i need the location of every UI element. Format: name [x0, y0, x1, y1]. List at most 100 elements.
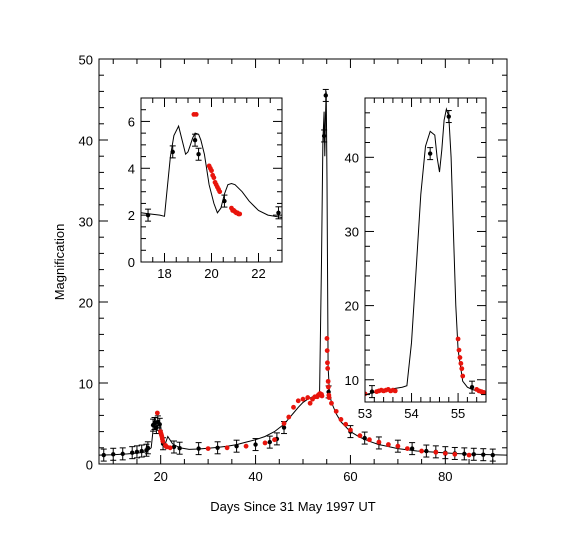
error-bar-point	[195, 442, 202, 456]
plot-frame	[364, 97, 487, 403]
y-tick-label: 50	[79, 53, 93, 68]
x-tick-label: 53	[358, 406, 372, 421]
y-tick-label: 2	[128, 208, 135, 223]
data-point-red	[404, 446, 410, 452]
data-point-red	[193, 112, 199, 117]
data-point-red	[237, 211, 243, 217]
data-point-red	[456, 347, 462, 353]
data-point-red	[455, 336, 461, 342]
data-point-red	[392, 388, 398, 394]
y-tick-label: 6	[128, 114, 135, 129]
inset-plot-caustic-crossing-1: 18 20 22 0 2 4 6	[128, 97, 283, 281]
data-point-red	[167, 445, 173, 451]
error-bar-point	[423, 444, 430, 458]
data-point-red	[338, 417, 344, 422]
x-tick-label: 55	[451, 406, 465, 421]
data-point-red	[160, 438, 166, 444]
inset-plot-caustic-crossing-2: 53 54 55 10 20 30 40	[345, 97, 487, 421]
data-point-red	[291, 404, 296, 410]
data-point-red	[262, 440, 268, 446]
data-point-red	[272, 437, 277, 443]
plot-area	[141, 98, 282, 262]
data-point-red	[325, 366, 331, 371]
y-tick-label: 30	[79, 215, 93, 230]
data-point-red	[286, 414, 292, 420]
data-point-red	[325, 378, 331, 384]
model-curve-line	[141, 124, 282, 218]
error-bar-point	[169, 145, 176, 159]
data-point-red	[457, 355, 463, 360]
data-point-red	[385, 442, 391, 447]
error-bar-point	[100, 448, 107, 462]
error-bar-point	[368, 385, 375, 399]
error-bar-point	[480, 448, 487, 462]
error-bar-point	[221, 194, 228, 208]
data-point-red	[305, 395, 311, 400]
data-point-red	[217, 189, 223, 195]
data-point-red	[481, 389, 486, 395]
error-bar-point	[119, 447, 126, 461]
error-bar-point	[361, 431, 368, 445]
error-bar-point	[129, 446, 136, 460]
error-bar-point	[470, 447, 477, 461]
data-point-red	[348, 427, 353, 433]
error-bar-point	[156, 417, 163, 431]
error-bar-point	[445, 110, 452, 124]
data-point-red	[395, 443, 401, 449]
error-bar-point	[252, 438, 259, 452]
plot-frame	[140, 97, 283, 263]
data-point-red	[325, 360, 330, 366]
data-layer	[365, 107, 486, 399]
data-point-red	[319, 393, 325, 399]
x-tick-label: 54	[404, 406, 418, 421]
y-tick-label: 10	[79, 377, 93, 392]
error-bar-point	[192, 133, 199, 147]
data-point-red	[209, 168, 214, 174]
y-tick-label: 0	[128, 255, 135, 270]
data-layer	[99, 88, 507, 462]
data-point-red	[460, 373, 466, 379]
x-tick-label: 22	[251, 266, 265, 281]
data-point-red	[154, 410, 160, 416]
data-point-red	[205, 446, 211, 452]
y-tick-label: 4	[128, 161, 135, 176]
data-point-red	[329, 400, 334, 406]
data-point-red	[211, 175, 217, 181]
error-bar-point	[214, 441, 221, 455]
data-point-red	[324, 336, 330, 341]
data-point-red	[376, 439, 382, 445]
model-curve-line	[365, 107, 486, 396]
data-point-red	[326, 395, 332, 400]
data-point-red	[452, 451, 458, 457]
error-bar-point	[176, 441, 183, 455]
data-point-red	[300, 396, 306, 402]
data-point-red	[307, 400, 313, 406]
data-point-red	[243, 443, 249, 449]
y-tick-label: 30	[345, 224, 359, 239]
data-point-red	[458, 361, 464, 366]
x-tick-label: 20	[153, 469, 167, 484]
data-point-red	[281, 421, 287, 426]
data-point-red	[442, 451, 448, 456]
data-point-red	[433, 449, 439, 455]
data-point-red	[295, 398, 301, 404]
x-axis-title: Days Since 31 May 1997 UT	[210, 499, 376, 514]
x-tick-label: 20	[204, 266, 218, 281]
error-bar-point	[461, 447, 468, 461]
error-bar-point	[195, 147, 202, 161]
data-point-red	[459, 366, 465, 372]
data-point-red	[357, 433, 363, 439]
plot-area	[365, 98, 486, 402]
y-tick-label: 40	[79, 134, 93, 149]
data-point-red	[419, 448, 425, 454]
data-point-red	[466, 452, 472, 458]
error-bar-point	[321, 129, 328, 143]
data-point-red	[224, 445, 230, 451]
y-tick-label: 10	[345, 373, 359, 388]
y-tick-label: 20	[79, 296, 93, 311]
data-point-red	[367, 437, 372, 443]
error-bar-point	[144, 441, 151, 455]
error-bar-point	[427, 147, 434, 161]
x-tick-label: 40	[248, 469, 262, 484]
